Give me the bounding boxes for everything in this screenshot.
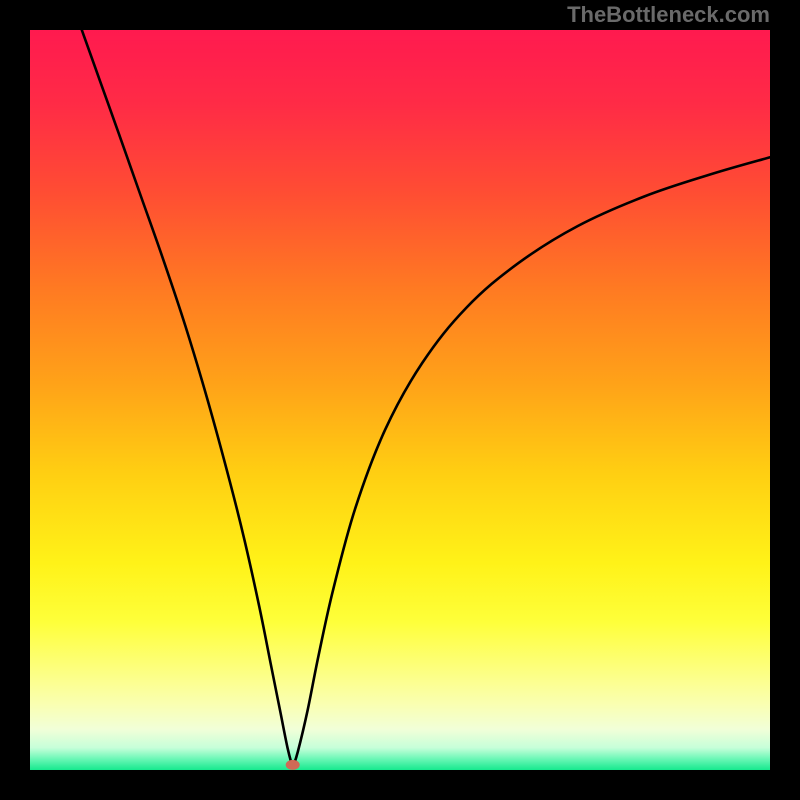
chart-frame <box>0 0 800 800</box>
bottleneck-curve-plot <box>30 30 770 770</box>
watermark-text: TheBottleneck.com <box>567 2 770 28</box>
optimum-marker <box>286 760 300 770</box>
